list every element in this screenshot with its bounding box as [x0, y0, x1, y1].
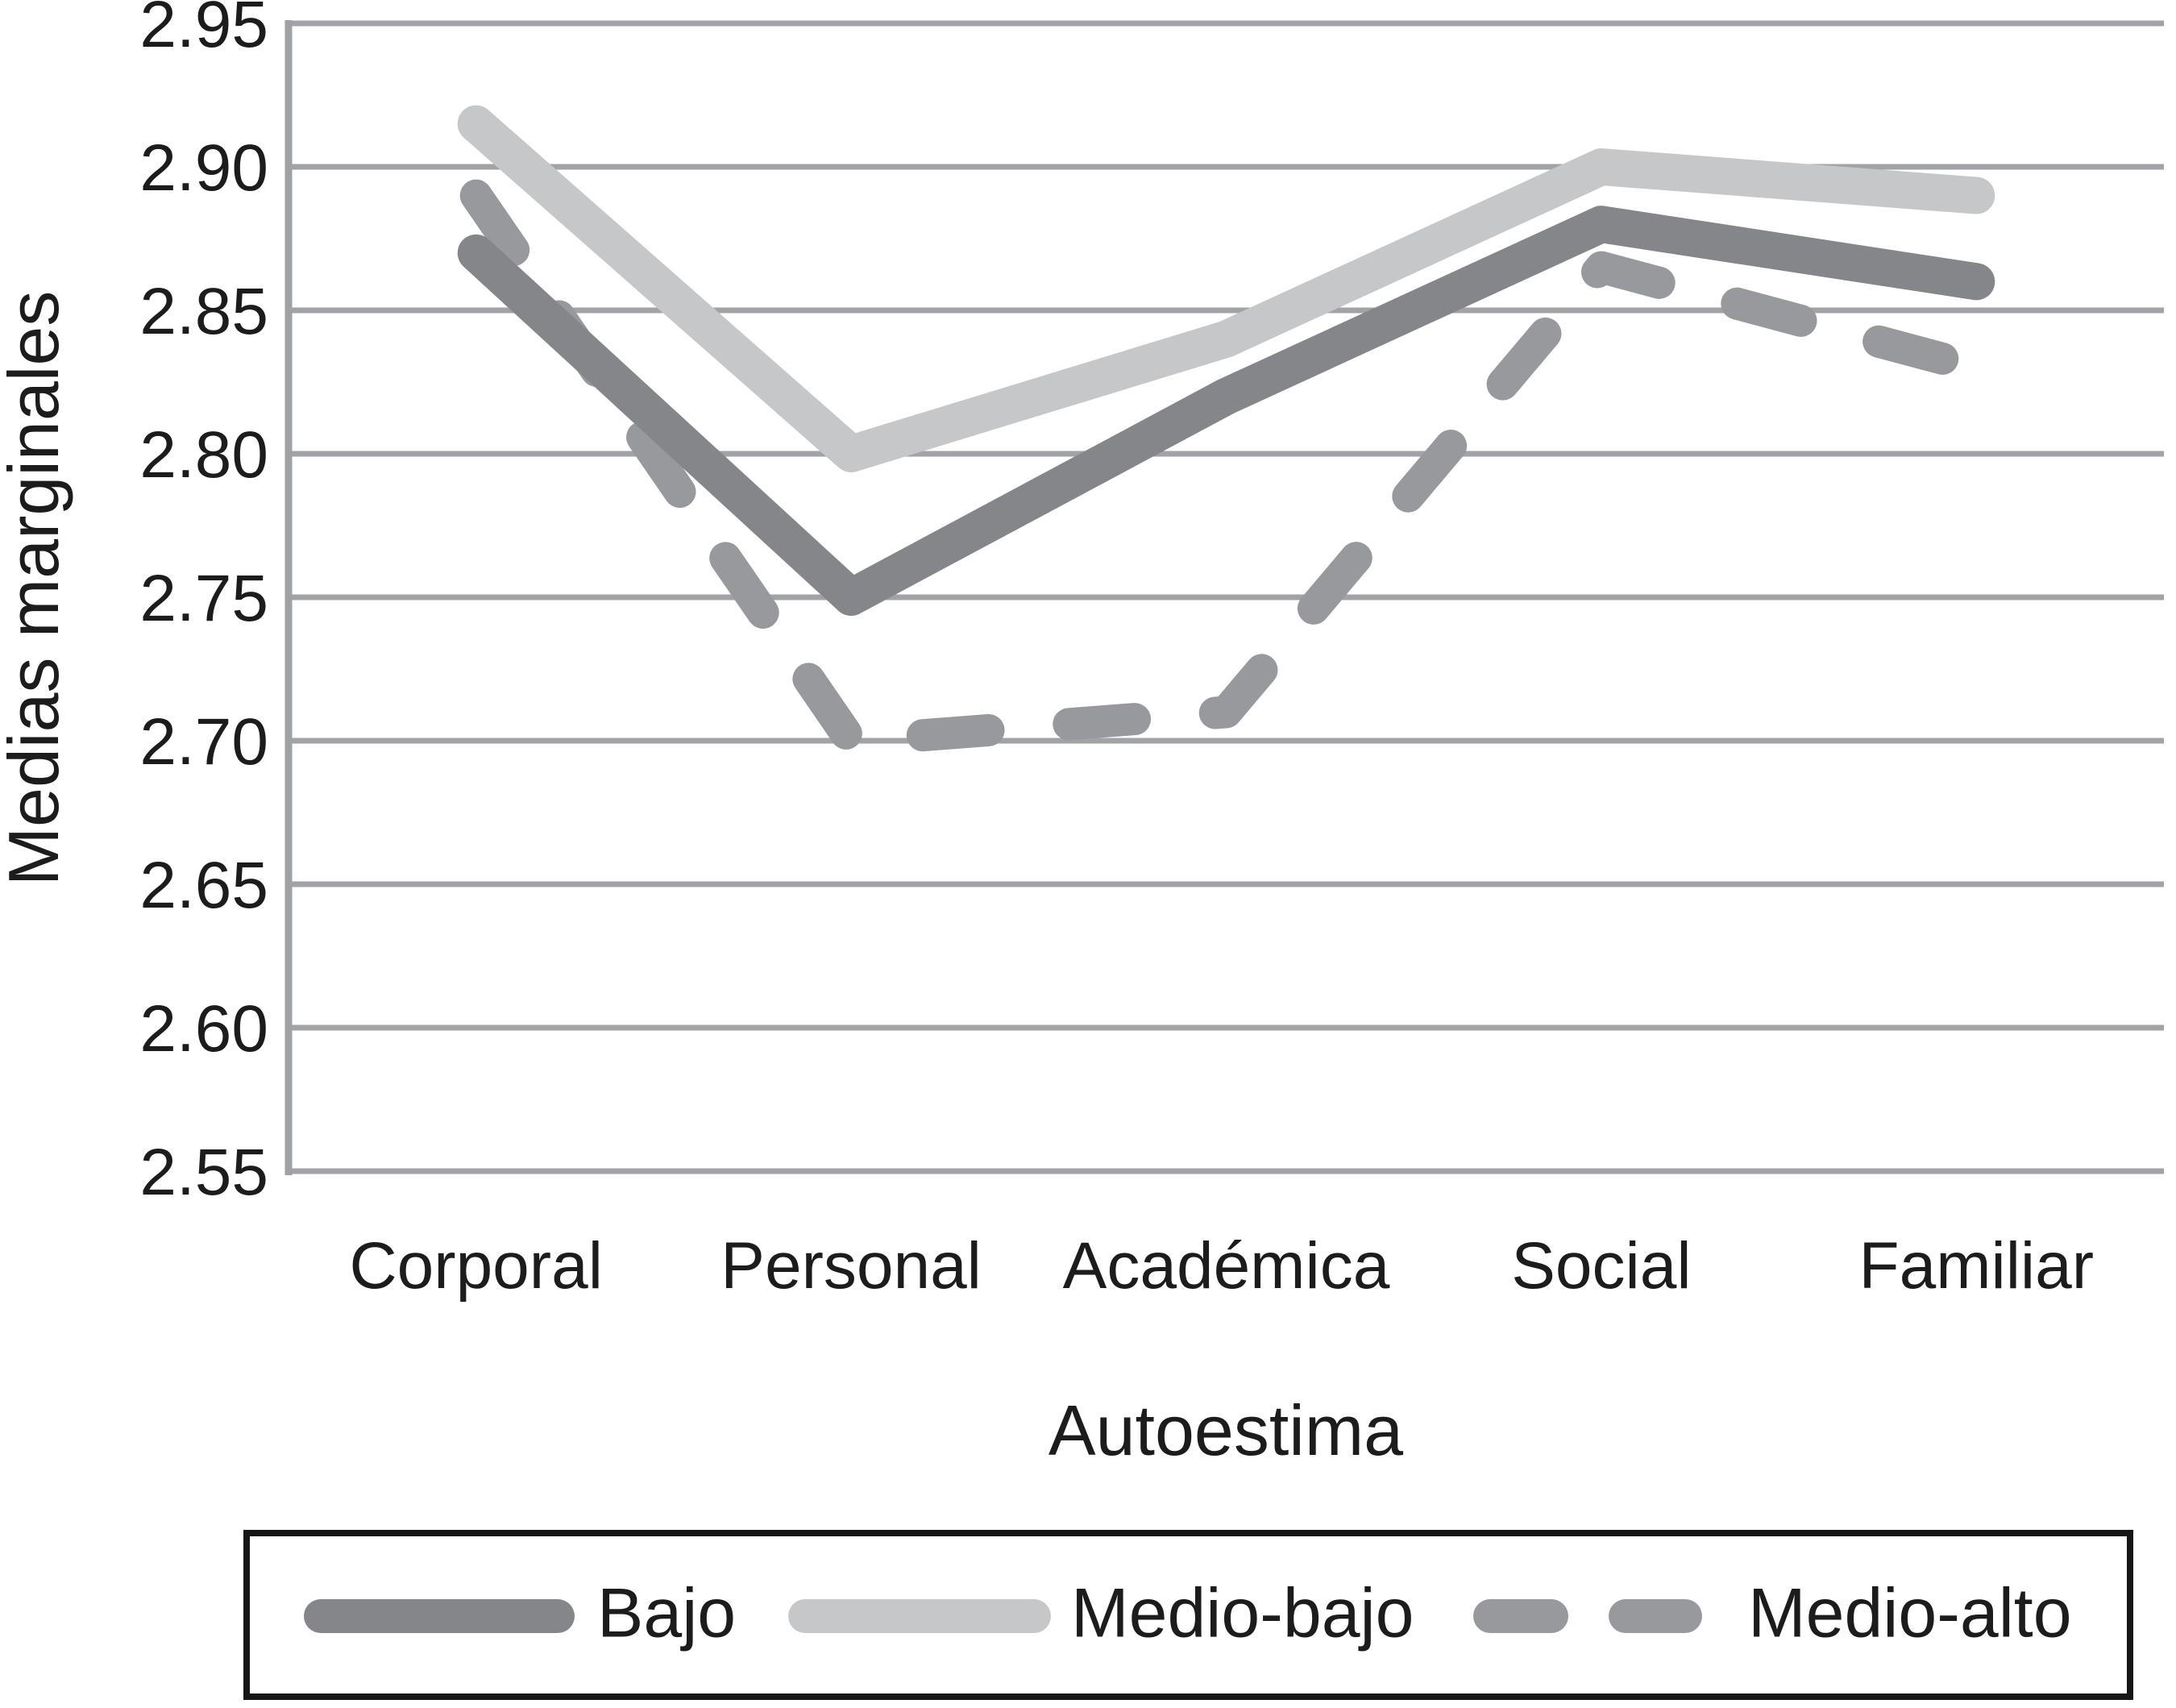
x-category-label: Familiar	[1859, 1229, 2095, 1303]
series-line-medio-bajo	[457, 105, 1995, 472]
legend-swatch-bajo	[304, 1599, 575, 1633]
y-tick-label: 2.65	[139, 849, 268, 922]
y-tick-label: 2.90	[139, 131, 268, 205]
x-category-label: Social	[1511, 1229, 1691, 1303]
legend-label-medio-bajo: Medio-bajo	[1071, 1574, 1414, 1652]
x-category-label: Académica	[1063, 1229, 1390, 1303]
series-line-bajo	[457, 206, 1995, 616]
y-tick-label: 2.55	[139, 1136, 268, 1209]
legend-swatch-medio-bajo	[788, 1599, 1051, 1633]
y-tick-label: 2.75	[139, 562, 268, 635]
x-axis-title: Autoestima	[1048, 1390, 1404, 1470]
legend-label-medio-alto: Medio-alto	[1748, 1574, 2072, 1652]
y-tick-label: 2.85	[139, 275, 268, 348]
x-category-label: Corporal	[349, 1229, 602, 1303]
y-tick-label: 2.70	[139, 705, 268, 779]
legend-swatch-medio-alto	[1473, 1599, 1702, 1633]
series-line-medio-alto	[459, 179, 1993, 757]
legend: Bajo Medio-bajo Medio-alto	[243, 1530, 2133, 1700]
y-tick-label: 2.60	[139, 992, 268, 1066]
y-axis-title: Medias marginales	[0, 290, 73, 887]
legend-label-bajo: Bajo	[597, 1574, 737, 1652]
y-tick-label: 2.80	[139, 418, 268, 492]
y-tick-label: 2.95	[139, 0, 268, 61]
x-category-label: Personal	[720, 1229, 982, 1303]
